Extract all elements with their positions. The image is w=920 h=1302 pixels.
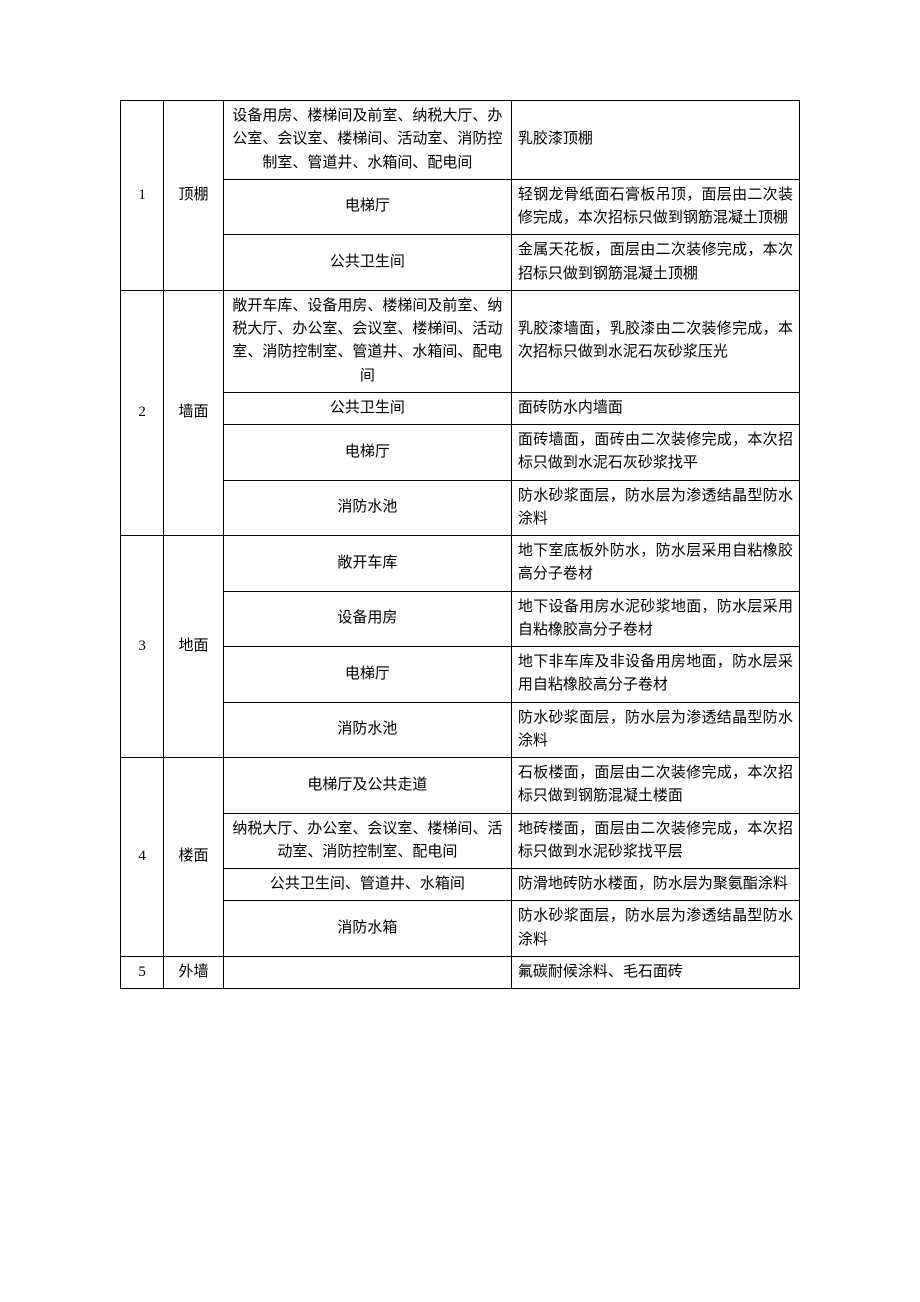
area-cell: 公共卫生间、管道井、水箱间: [223, 869, 511, 901]
area-cell: 设备用房: [223, 591, 511, 647]
category-cell: 楼面: [164, 758, 224, 957]
table-row: 3地面敞开车库地下室底板外防水，防水层采用自粘橡胶高分子卷材: [121, 536, 800, 592]
category-cell: 墙面: [164, 290, 224, 535]
row-number: 5: [121, 956, 164, 988]
category-cell: 外墙: [164, 956, 224, 988]
table-row: 5外墙 氟碳耐候涂料、毛石面砖: [121, 956, 800, 988]
area-cell: 消防水池: [223, 480, 511, 536]
description-cell: 乳胶漆墙面，乳胶漆由二次装修完成，本次招标只做到水泥石灰砂浆压光: [511, 290, 799, 392]
description-cell: 防水砂浆面层，防水层为渗透结晶型防水涂料: [511, 702, 799, 758]
description-cell: 石板楼面，面层由二次装修完成，本次招标只做到钢筋混凝土楼面: [511, 758, 799, 814]
description-cell: 金属天花板，面层由二次装修完成，本次招标只做到钢筋混凝土顶棚: [511, 235, 799, 291]
description-cell: 地砖楼面，面层由二次装修完成，本次招标只做到水泥砂浆找平层: [511, 813, 799, 869]
row-number: 3: [121, 536, 164, 758]
area-cell: 敞开车库: [223, 536, 511, 592]
area-cell: [223, 956, 511, 988]
area-cell: 电梯厅: [223, 179, 511, 235]
area-cell: 电梯厅: [223, 425, 511, 481]
area-cell: 纳税大厅、办公室、会议室、楼梯间、活动室、消防控制室、配电间: [223, 813, 511, 869]
description-cell: 防滑地砖防水楼面，防水层为聚氨酯涂料: [511, 869, 799, 901]
table-row: 4楼面电梯厅及公共走道石板楼面，面层由二次装修完成，本次招标只做到钢筋混凝土楼面: [121, 758, 800, 814]
table-row: 2墙面敞开车库、设备用房、楼梯间及前室、纳税大厅、办公室、会议室、楼梯间、活动室…: [121, 290, 800, 392]
area-cell: 公共卫生间: [223, 392, 511, 424]
description-cell: 地下设备用房水泥砂浆地面，防水层采用自粘橡胶高分子卷材: [511, 591, 799, 647]
description-cell: 面砖防水内墙面: [511, 392, 799, 424]
specification-table: 1顶棚设备用房、楼梯间及前室、纳税大厅、办公室、会议室、楼梯间、活动室、消防控制…: [120, 100, 800, 989]
area-cell: 消防水池: [223, 702, 511, 758]
description-cell: 氟碳耐候涂料、毛石面砖: [511, 956, 799, 988]
row-number: 1: [121, 101, 164, 291]
area-cell: 设备用房、楼梯间及前室、纳税大厅、办公室、会议室、楼梯间、活动室、消防控制室、管…: [223, 101, 511, 180]
area-cell: 敞开车库、设备用房、楼梯间及前室、纳税大厅、办公室、会议室、楼梯间、活动室、消防…: [223, 290, 511, 392]
area-cell: 电梯厅: [223, 647, 511, 703]
row-number: 4: [121, 758, 164, 957]
area-cell: 公共卫生间: [223, 235, 511, 291]
category-cell: 顶棚: [164, 101, 224, 291]
description-cell: 防水砂浆面层，防水层为渗透结晶型防水涂料: [511, 901, 799, 957]
category-cell: 地面: [164, 536, 224, 758]
area-cell: 消防水箱: [223, 901, 511, 957]
description-cell: 防水砂浆面层，防水层为渗透结晶型防水涂料: [511, 480, 799, 536]
description-cell: 地下非车库及非设备用房地面，防水层采用自粘橡胶高分子卷材: [511, 647, 799, 703]
description-cell: 地下室底板外防水，防水层采用自粘橡胶高分子卷材: [511, 536, 799, 592]
description-cell: 轻钢龙骨纸面石膏板吊顶，面层由二次装修完成，本次招标只做到钢筋混凝土顶棚: [511, 179, 799, 235]
description-cell: 面砖墙面，面砖由二次装修完成，本次招标只做到水泥石灰砂浆找平: [511, 425, 799, 481]
description-cell: 乳胶漆顶棚: [511, 101, 799, 180]
row-number: 2: [121, 290, 164, 535]
table-row: 1顶棚设备用房、楼梯间及前室、纳税大厅、办公室、会议室、楼梯间、活动室、消防控制…: [121, 101, 800, 180]
area-cell: 电梯厅及公共走道: [223, 758, 511, 814]
